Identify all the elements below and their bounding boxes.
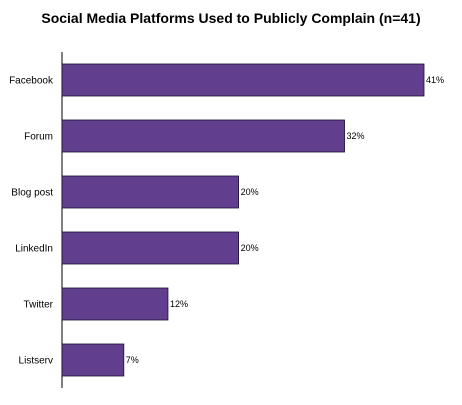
category-label: Forum (24, 132, 53, 143)
data-label: 20% (241, 187, 259, 197)
bars-layer (61, 63, 425, 377)
bar-forum (61, 119, 345, 153)
data-label: 7% (126, 355, 139, 365)
category-label: Blog post (11, 188, 53, 199)
data-label: 20% (241, 243, 259, 253)
category-label: Twitter (24, 300, 54, 311)
category-label: LinkedIn (15, 244, 53, 255)
bar-blog-post (61, 175, 239, 209)
labels-layer: Facebook 41% Forum 32% Blog post 20% LinkedIn 2… (9, 75, 444, 367)
data-label: 32% (347, 131, 365, 141)
chart-title: Social Media Platforms Used to Publicly … (41, 10, 421, 26)
bar-twitter (61, 287, 169, 321)
bar-facebook (61, 63, 425, 97)
category-label: Facebook (9, 76, 54, 87)
data-label: 41% (426, 75, 444, 85)
data-label: 12% (170, 299, 188, 309)
bar-linkedin (61, 231, 239, 265)
bar-listserv (61, 343, 125, 377)
category-label: Listserv (19, 356, 53, 367)
